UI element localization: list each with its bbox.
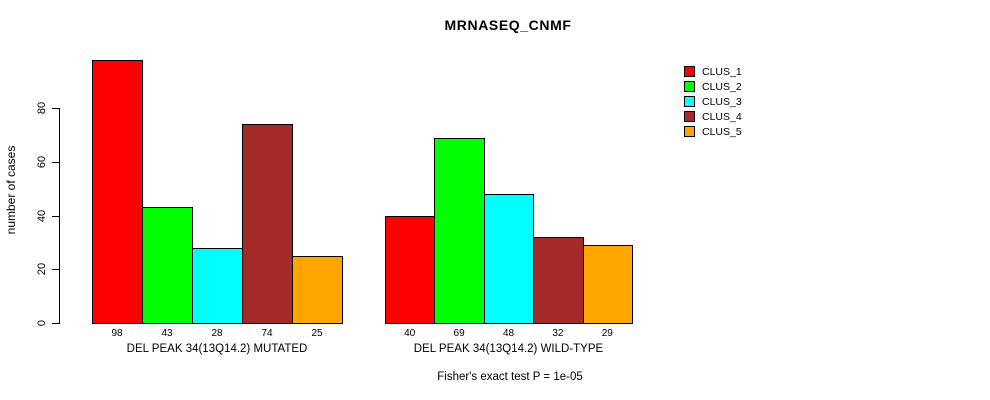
bar-value-label: 48 (502, 328, 515, 339)
legend: CLUS_1 CLUS_2 CLUS_3 CLUS_4 CLUS_5 (684, 64, 742, 139)
y-tick (52, 269, 59, 271)
legend-item: CLUS_4 (684, 109, 742, 124)
bar-value-label: 32 (552, 328, 564, 339)
bar-clus-2 (142, 207, 193, 324)
bar-clus-2 (434, 137, 485, 324)
chart-title: MRNASEQ_CNMF (444, 17, 572, 33)
legend-item: CLUS_5 (684, 124, 742, 139)
legend-label: CLUS_5 (702, 125, 742, 138)
bar-value-label: 74 (261, 328, 273, 339)
legend-swatch (684, 81, 695, 92)
x-group-label: DEL PEAK 34(13Q14.2) MUTATED (126, 343, 308, 355)
y-tick (52, 108, 59, 109)
y-tick-label: 0 (36, 319, 48, 327)
bar-clus-3 (192, 247, 243, 324)
bar-clus-4 (242, 124, 293, 324)
legend-item: CLUS_1 (684, 64, 742, 79)
bar-value-label: 25 (311, 328, 323, 339)
bar-clus-5 (292, 255, 343, 324)
x-group-label: DEL PEAK 34(13Q14.2) WILD-TYPE (413, 343, 604, 355)
legend-item: CLUS_3 (684, 94, 742, 109)
y-tick-label: 80 (36, 101, 48, 115)
bar-value-label: 43 (161, 328, 173, 339)
legend-label: CLUS_1 (702, 65, 742, 78)
y-tick-label: 60 (36, 155, 48, 168)
y-tick-label: 40 (36, 209, 48, 222)
legend-label: CLUS_4 (702, 110, 742, 123)
y-tick (52, 161, 59, 163)
y-tick-label: 20 (36, 263, 48, 276)
bar-clus-3 (483, 194, 535, 324)
legend-swatch (684, 111, 695, 122)
bar-value-label: 98 (111, 328, 123, 339)
y-tick (52, 323, 59, 324)
y-axis-label: number of cases (4, 145, 18, 235)
legend-swatch (684, 66, 695, 77)
bar-clus-1 (385, 215, 436, 324)
y-tick (52, 215, 59, 217)
bar-value-label: 40 (404, 328, 416, 339)
legend-swatch (684, 96, 695, 107)
legend-item: CLUS_2 (684, 79, 742, 94)
y-axis-line (59, 107, 60, 324)
legend-label: CLUS_2 (702, 80, 742, 93)
bar-value-label: 69 (453, 328, 465, 339)
legend-label: CLUS_3 (702, 95, 742, 108)
bar-clus-4 (533, 237, 584, 324)
bar-value-label: 28 (211, 328, 223, 339)
legend-swatch (684, 126, 695, 137)
bar-value-label: 29 (601, 328, 613, 339)
bar-clus-5 (582, 245, 633, 324)
footer-annotation: Fisher's exact test P = 1e-05 (437, 371, 583, 383)
bar-clus-1 (92, 59, 143, 324)
